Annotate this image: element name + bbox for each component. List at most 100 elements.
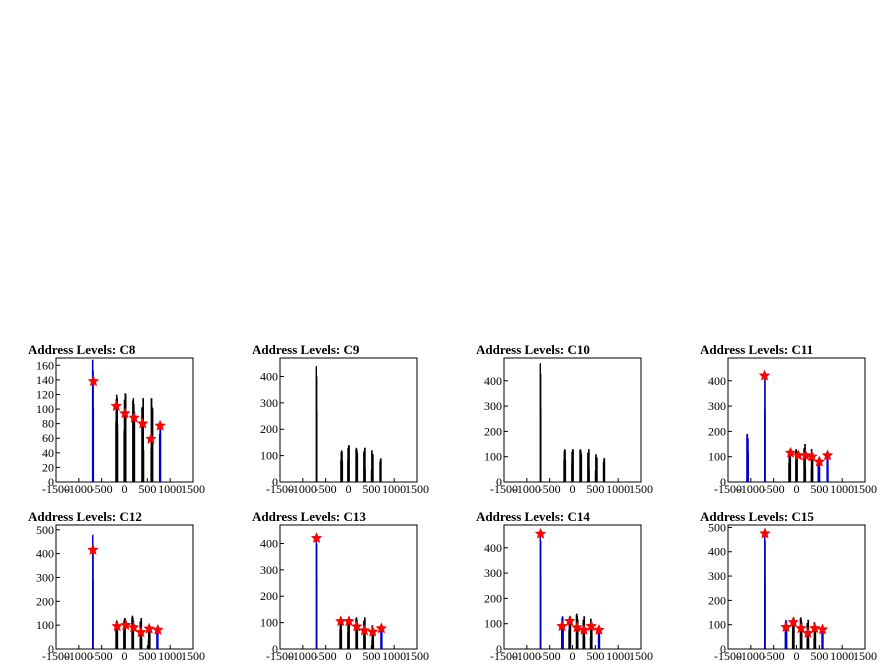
peak-marker [110,399,123,412]
peak-marker [578,623,590,636]
x-tick-label: 0 [122,649,128,663]
x-tick-label: -500 [763,482,785,496]
histogram-peak [370,450,374,482]
y-tick-label: 140 [36,373,54,387]
x-tick-label: -1500 [490,482,518,496]
histogram-peak [141,398,145,482]
x-tick-label: -1500 [266,482,294,496]
peak-marker [127,621,140,633]
peak-marker [111,620,124,632]
y-tick-label: 0 [48,642,54,656]
y-tick-label: 300 [484,399,502,413]
peak-marker [151,623,164,635]
peak-marker [343,615,355,627]
histogram-peak [826,454,829,482]
histogram-peak [602,458,606,482]
histogram-peak [597,626,601,649]
y-tick-label: 400 [484,374,502,388]
peak-marker [366,625,379,637]
y-tick-label: 300 [484,566,502,580]
y-tick-label: 200 [484,591,502,605]
peak-marker [759,527,771,539]
y-tick-label: 200 [260,422,278,436]
x-tick-label: -500 [91,482,113,496]
histogram-peak [817,456,821,482]
x-tick-label: 1000 [830,482,854,496]
y-tick-label: 120 [36,387,54,401]
y-tick-label: 100 [36,402,54,416]
y-tick-label: 400 [260,536,278,550]
y-tick-label: 100 [708,618,726,632]
peak-marker [813,455,826,467]
peak-marker [350,620,363,632]
y-tick-label: 0 [720,475,726,489]
x-tick-label: 1500 [181,649,205,663]
x-tick-label: -500 [539,482,561,496]
x-tick-label: -1000 [737,482,765,496]
histogram-peak [131,615,135,649]
peak-marker [556,620,568,632]
peak-marker [119,407,131,419]
histogram-peak [589,618,593,649]
peak-marker [145,432,157,444]
histogram-peak [784,619,788,649]
histogram-peak [594,454,598,482]
y-tick-label: 200 [484,424,502,438]
y-tick-label: 40 [42,446,54,460]
peak-marker [593,623,605,636]
chart-panel: Address Levels: C11 0 100 200 300 400 -1500-10… [700,342,877,496]
histogram-peak [156,628,159,649]
histogram-peak [123,618,126,649]
x-tick-label: 1500 [405,482,429,496]
chart-panel: Address Levels: C10 0 100 200 300 400 -1500-10… [476,342,653,496]
x-tick-label: 1000 [382,482,406,496]
chart-title: Address Levels: C15 [700,509,814,524]
chart-panel: Address Levels: C14 0 100 200 300 400 -1500-10… [476,509,653,663]
histogram-peak [813,622,817,649]
peak-marker [534,527,547,539]
y-tick-label: 100 [484,617,502,631]
histogram-peak [315,532,318,649]
y-tick-label: 300 [708,399,726,413]
peak-marker [799,449,812,461]
histogram-peak [561,616,564,649]
x-tick-label: 500 [362,482,380,496]
histogram-peak [339,620,343,649]
peak-marker [87,375,100,387]
y-tick-label: 0 [496,475,502,489]
y-tick-label: 300 [260,563,278,577]
x-tick-label: 1000 [830,649,854,663]
chart-panel: Address Levels: C13 0 100 200 300 400 -1500-10… [252,509,429,663]
histogram-peak [92,534,94,649]
x-tick-label: -500 [315,482,337,496]
y-tick-label: 500 [36,523,54,537]
histogram-peak [340,450,344,482]
y-tick-label: 300 [708,569,726,583]
histogram-peak [791,617,795,649]
x-tick-label: 500 [586,482,604,496]
x-tick-label: 1000 [606,649,630,663]
histogram-peak [563,449,567,482]
y-tick-label: 200 [708,424,726,438]
peak-marker [310,532,323,544]
x-tick-label: 1500 [181,482,205,496]
peak-marker [143,622,156,634]
y-tick-label: 0 [496,642,502,656]
histogram-peak [363,447,366,482]
histogram-peak [571,449,574,482]
x-tick-label: -1500 [490,649,518,663]
histogram-peak [315,365,318,482]
x-tick-label: 0 [570,649,576,663]
histogram-peak [355,617,359,649]
y-tick-label: 300 [260,396,278,410]
peak-marker [135,626,147,638]
y-tick-label: 200 [708,593,726,607]
y-tick-label: 400 [484,541,502,555]
histogram-peak [821,627,824,649]
histogram-peak [91,359,95,482]
y-tick-label: 400 [36,547,54,561]
x-tick-label: -1000 [289,649,317,663]
x-tick-label: -1000 [65,482,93,496]
chart-title: Address Levels: C13 [252,509,366,524]
